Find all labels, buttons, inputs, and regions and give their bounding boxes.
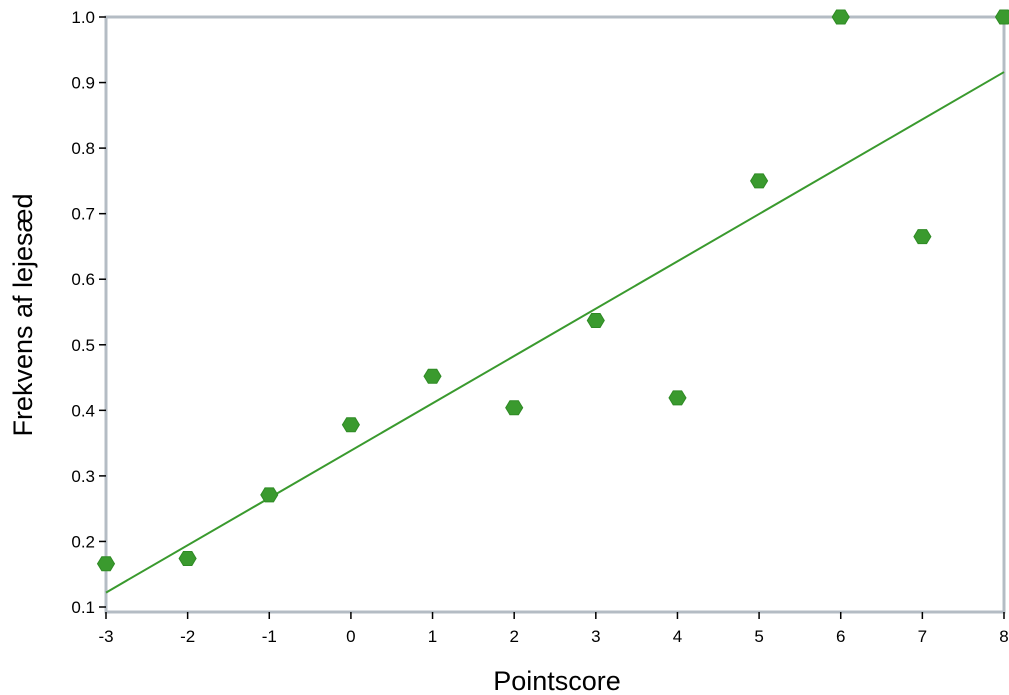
- trendline-group: [105, 71, 1005, 594]
- x-tick-label: -3: [98, 627, 113, 646]
- trendline: [105, 71, 1005, 594]
- x-axis-title: Pointscore: [493, 666, 621, 695]
- y-tick-label: 0.4: [71, 401, 95, 420]
- data-point: [586, 313, 605, 328]
- data-point: [505, 400, 524, 416]
- y-axis-ticks: 0.1 0.2 0.3 0.4 0.5 0.6 0.7 0.8 0.9 1.0: [71, 8, 106, 617]
- x-tick-label: 4: [673, 627, 682, 646]
- x-tick-label: 6: [836, 627, 845, 646]
- plot-border: [104, 15, 1006, 614]
- y-tick-label: 0.5: [71, 336, 95, 355]
- y-tick-label: 0.9: [71, 74, 95, 93]
- data-points: [96, 9, 1009, 572]
- y-tick-label: 0.1: [71, 598, 95, 617]
- plot-frame: [104, 15, 1006, 614]
- data-point: [178, 551, 197, 566]
- y-tick-label: 0.7: [71, 205, 95, 224]
- data-point: [423, 368, 442, 384]
- data-point: [260, 487, 279, 503]
- data-point: [831, 9, 850, 25]
- y-tick-label: 0.2: [71, 532, 95, 551]
- data-point: [96, 556, 116, 572]
- x-tick-label: -2: [180, 627, 195, 646]
- y-tick-label: 1.0: [71, 8, 95, 27]
- data-point: [341, 417, 360, 433]
- x-tick-label: 8: [999, 627, 1008, 646]
- y-axis-title: Frekvens af lejesæd: [8, 193, 38, 436]
- x-tick-label: 5: [754, 627, 763, 646]
- x-tick-label: 1: [428, 627, 437, 646]
- x-tick-label: -1: [262, 627, 277, 646]
- data-point: [750, 173, 769, 189]
- data-point: [994, 9, 1009, 25]
- data-point: [913, 229, 932, 245]
- y-tick-label: 0.3: [71, 467, 95, 486]
- x-tick-label: 7: [918, 627, 927, 646]
- x-tick-label: 3: [591, 627, 600, 646]
- x-tick-label: 2: [509, 627, 518, 646]
- data-point: [668, 390, 687, 406]
- y-tick-label: 0.8: [71, 139, 95, 158]
- x-tick-label: 0: [346, 627, 355, 646]
- y-tick-label: 0.6: [71, 270, 95, 289]
- x-axis-ticks: -3 -2 -1 0 1 2 3 4 5 6 7 8: [98, 612, 1009, 646]
